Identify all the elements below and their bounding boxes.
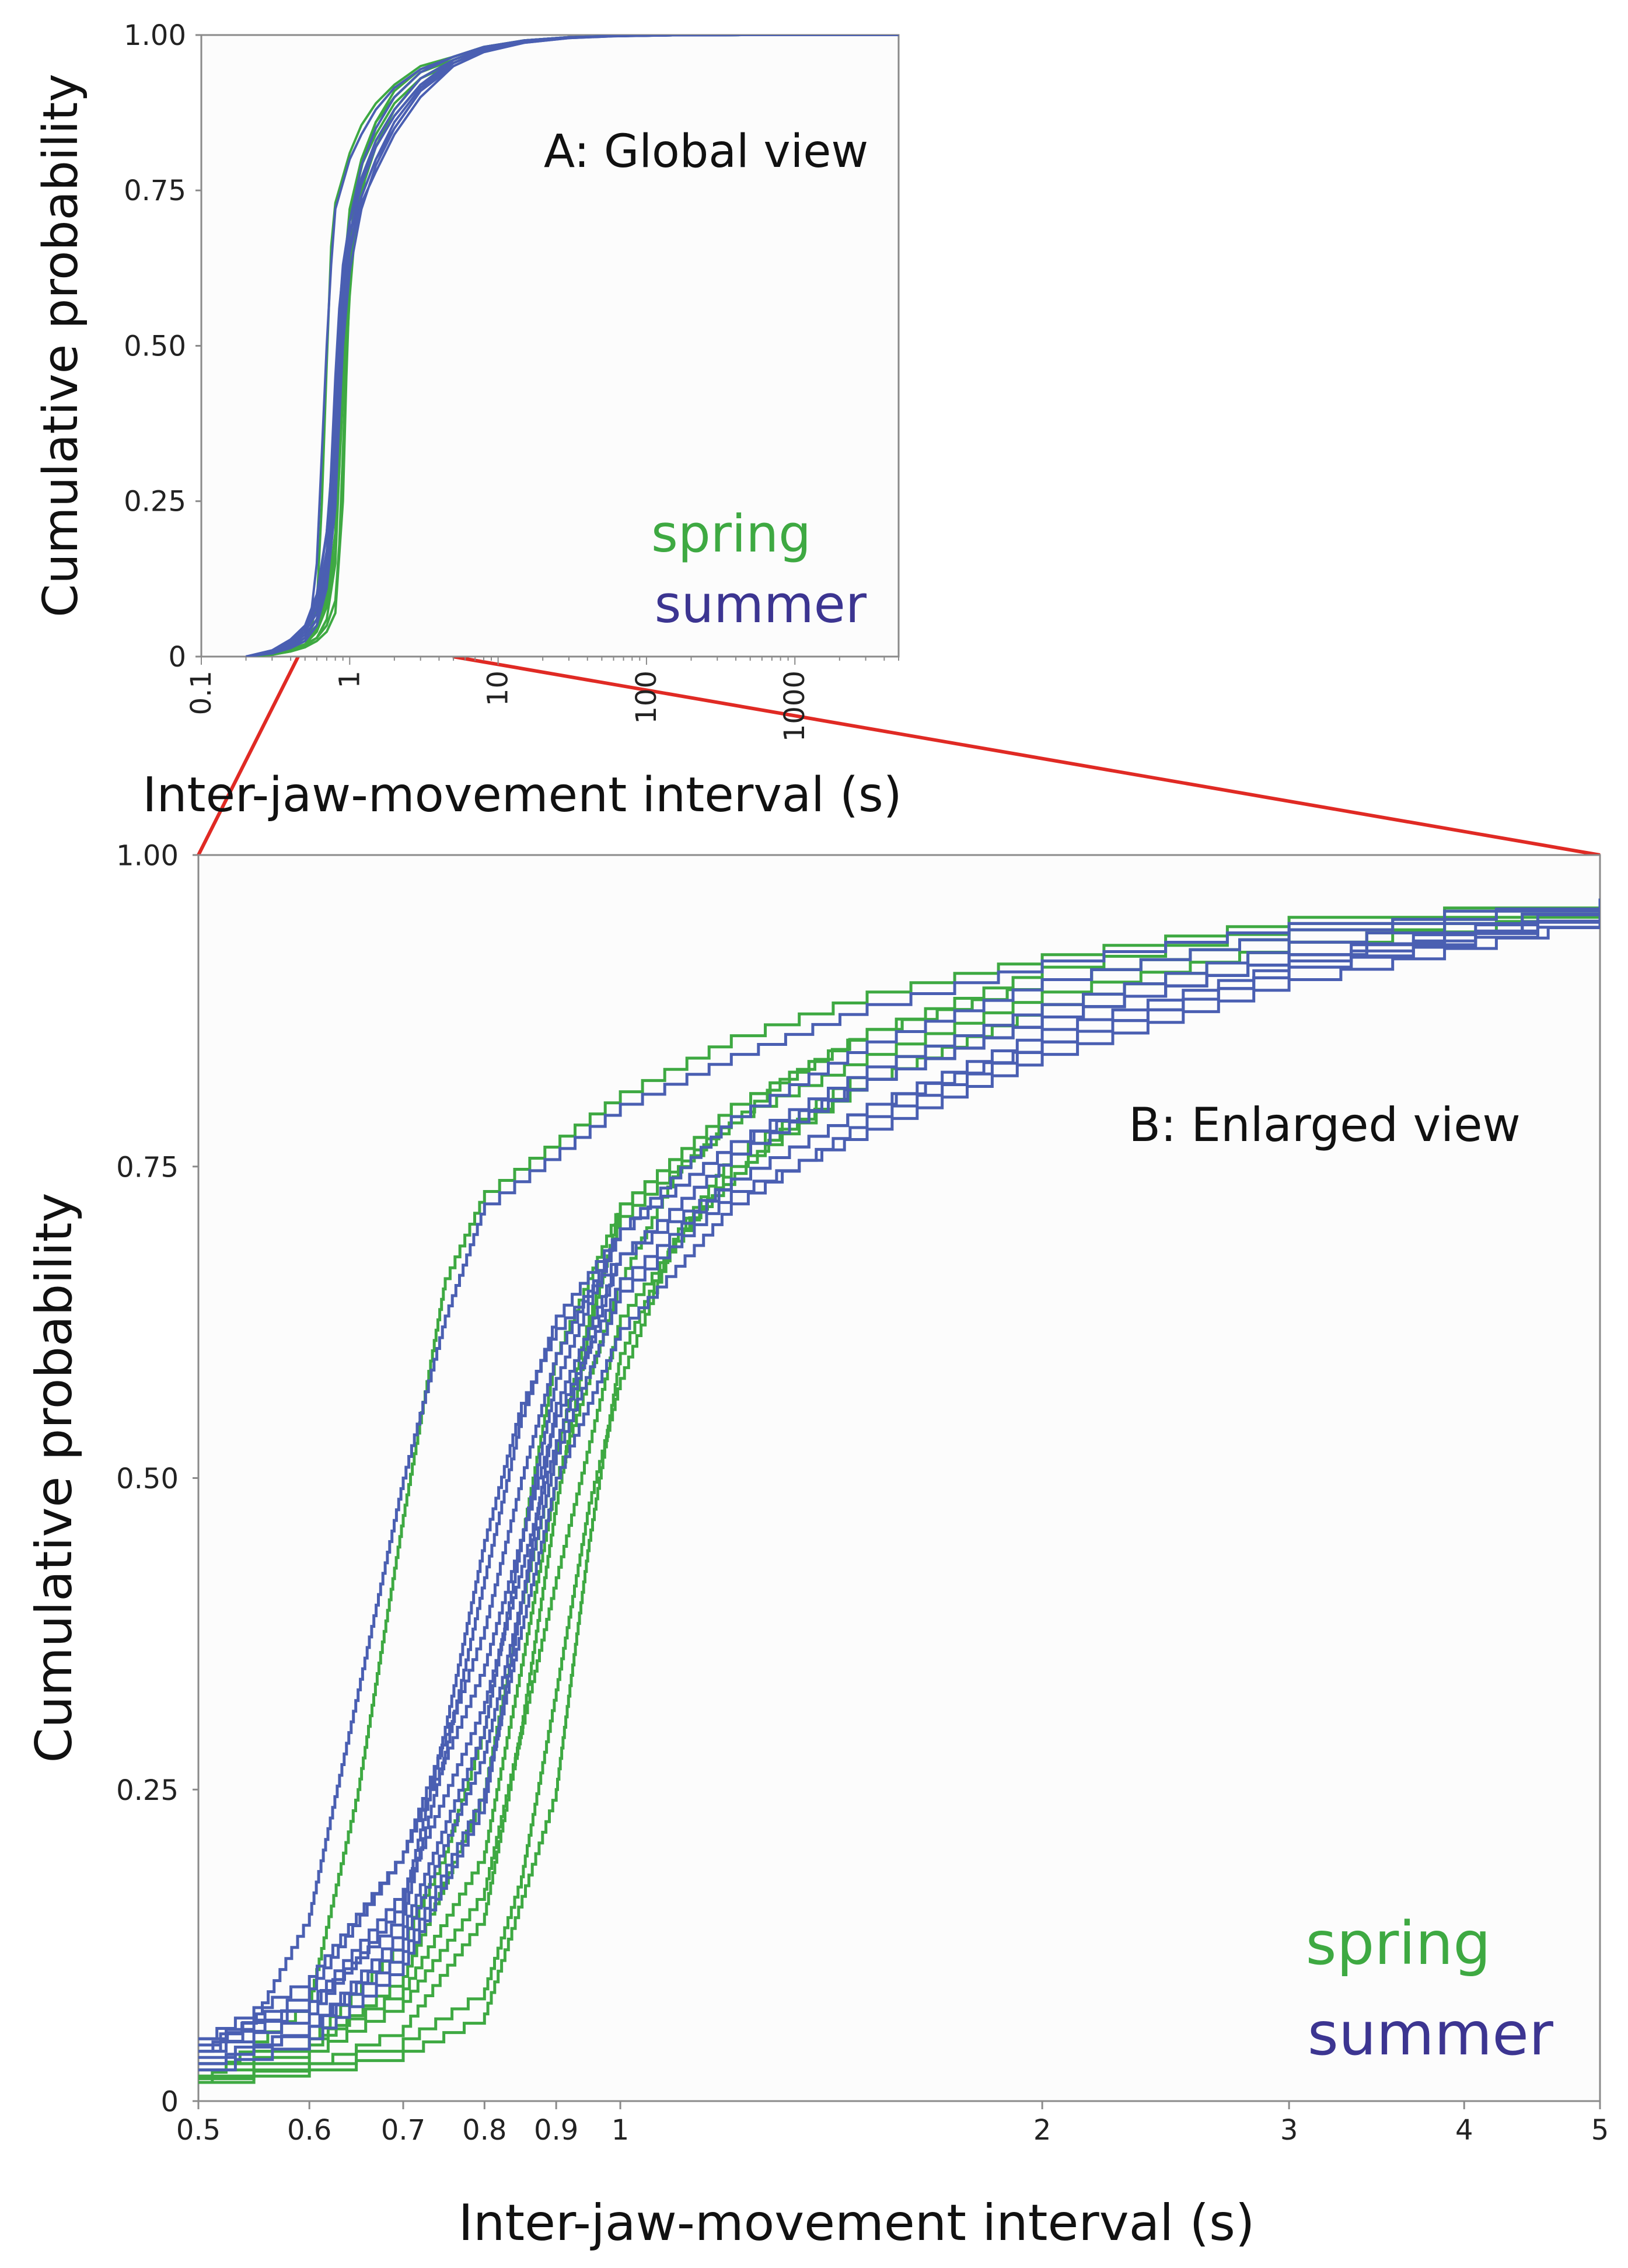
y-tick-label: 0.75 <box>124 175 186 207</box>
summer-curve-11 <box>198 917 1600 2059</box>
panel-a-y-axis-title: Cumulative probability <box>33 74 89 617</box>
y-tick-label: 0.75 <box>116 1151 179 1184</box>
panel-a-curves <box>246 35 899 657</box>
x-tick-label: 0.6 <box>287 2114 331 2147</box>
x-tick-label: 0.5 <box>176 2114 221 2147</box>
panel-b-y-axis-title: Cumulative probability <box>25 1192 83 1763</box>
panel-b-legend-summer: summer <box>1308 2000 1553 2069</box>
spring-curve-1 <box>198 898 1600 2084</box>
y-tick-label: 0.25 <box>116 1774 179 1807</box>
panel-b-legend-spring: spring <box>1305 1909 1491 1979</box>
x-tick-label: 4 <box>1455 2114 1473 2147</box>
panel-a-legend-summer: summer <box>655 574 867 634</box>
x-tick-label: 0.1 <box>185 671 218 715</box>
panel-b-x-ticks: 0.5 0.6 0.7 0.8 0.9 1 2 3 4 5 <box>176 2101 1609 2147</box>
x-tick-label: 5 <box>1591 2114 1609 2147</box>
x-tick-label: 0.9 <box>534 2114 578 2147</box>
y-tick-label: 0.50 <box>116 1463 179 1495</box>
panel-b-annotation: B: Enlarged view <box>1129 1098 1521 1152</box>
x-tick-label: 3 <box>1280 2114 1298 2147</box>
panel-b-y-ticks: 0 0.25 0.50 0.75 1.00 <box>116 840 198 2119</box>
y-tick-label: 1.00 <box>124 19 186 52</box>
zoom-connector <box>197 655 1601 857</box>
panel-a-annotation: A: Global view <box>544 125 868 178</box>
panel-b: 0 0.25 0.50 0.75 1.00 0.5 0.6 0.7 0.8 0.9 1 2 3 4 5 B… <box>25 840 1609 2253</box>
summer-curve-14 <box>198 905 1600 2065</box>
x-tick-label: 0.8 <box>462 2114 506 2147</box>
y-tick-label: 0 <box>168 641 186 674</box>
panel-a-x-ticks: 0.1 1 10 100 1000 <box>185 657 899 742</box>
x-tick-label: 100 <box>630 671 663 724</box>
x-tick-label: 2 <box>1033 2114 1051 2147</box>
x-tick-label: 10 <box>482 671 515 706</box>
x-tick-label: 0.7 <box>381 2114 425 2147</box>
y-tick-label: 0.50 <box>124 330 186 362</box>
summer-curve-17 <box>198 917 1600 2065</box>
panel-b-x-axis-title: Inter-jaw-movement interval (s) <box>459 2194 1255 2252</box>
x-tick-label: 1000 <box>778 671 811 742</box>
y-tick-label: 0 <box>160 2086 179 2119</box>
summer-curve-18 <box>198 905 1600 2053</box>
panel-a-y-ticks: 0 0.25 0.50 0.75 1.00 <box>124 19 201 674</box>
panel-a: 0 0.25 0.50 0.75 1.00 0.1 1 10 100 1000 A: Globa… <box>33 19 902 823</box>
summer-curve-9 <box>198 898 1600 2053</box>
x-tick-label: 1 <box>333 671 366 689</box>
panel-b-curves <box>198 898 1600 2084</box>
panel-a-x-axis-title: Inter-jaw-movement interval (s) <box>142 767 902 823</box>
x-tick-label: 1 <box>612 2114 630 2147</box>
panel-b-plot-area <box>197 854 1601 2102</box>
y-tick-label: 1.00 <box>116 840 179 873</box>
y-tick-label: 0.25 <box>124 486 186 518</box>
panel-a-legend-spring: spring <box>651 504 811 564</box>
panel-a-summer-curve-18 <box>246 35 899 657</box>
summer-curve-16 <box>198 898 1600 2040</box>
